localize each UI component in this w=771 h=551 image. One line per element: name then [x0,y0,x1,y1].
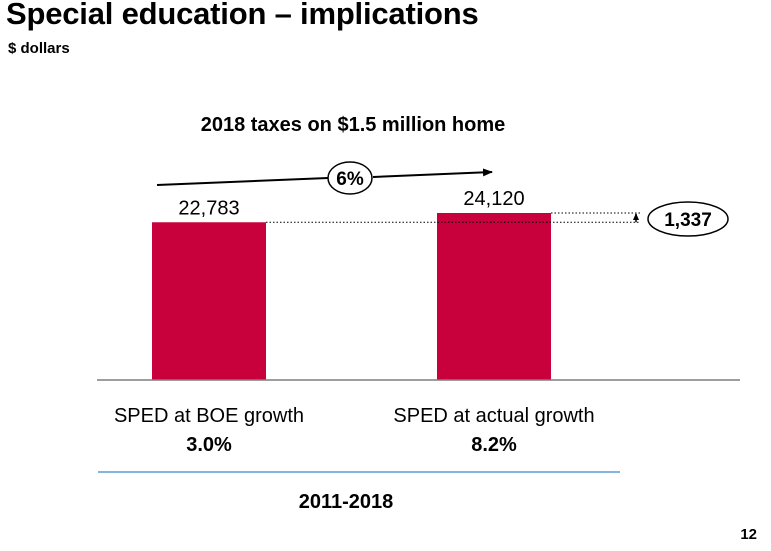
slide-subtitle: $ dollars [8,40,70,57]
growth-bubble [327,161,373,195]
bar-1 [152,222,266,380]
category-label: SPED at BOE growth [114,405,304,427]
chart-title: 2018 taxes on $1.5 million home [201,114,506,136]
bar-2 [437,213,551,380]
bar-value-label: 22,783 [178,197,239,219]
growth-arrow-right [372,168,493,178]
category-label: SPED at actual growth [393,405,594,427]
period-label: 2011-2018 [299,491,394,513]
category-labels: SPED at BOE growth 3.0% SPED at actual gro… [114,405,595,456]
category-growth-rate: 3.0% [186,434,232,456]
page-number: 12 [740,526,757,543]
bars-layer: 22,783 24,120 [152,188,551,380]
difference-label: 1,337 [664,210,712,231]
growth-label: 6% [336,169,364,190]
category-growth-rate: 8.2% [471,434,517,456]
slide-title: Special education – implications [6,0,479,31]
difference-bubble [647,201,729,237]
growth-arrow-left [156,177,329,186]
bar-value-label: 24,120 [463,188,524,210]
